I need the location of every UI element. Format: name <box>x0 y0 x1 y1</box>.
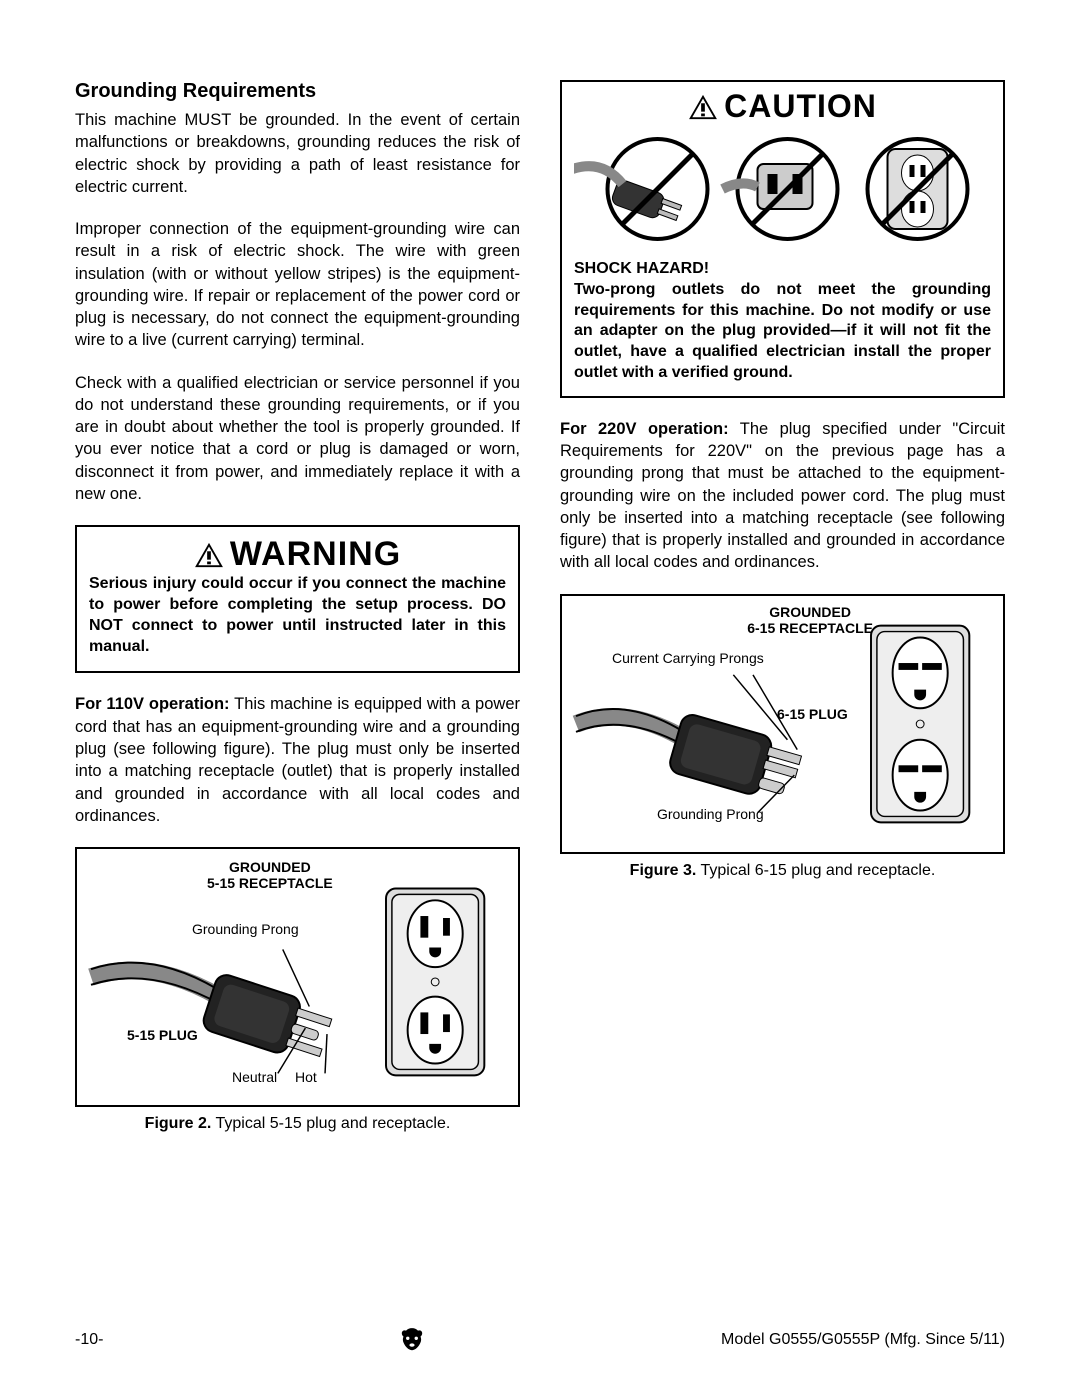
warning-text: Serious injury could occur if you connec… <box>89 574 506 657</box>
warning-box: WARNING Serious injury could occur if yo… <box>75 525 520 673</box>
fig2-grounding-prong: Grounding Prong <box>192 921 299 937</box>
figure-2-svg <box>87 859 508 1095</box>
para-110v-lead: For 110V operation: <box>75 695 230 713</box>
alert-triangle-icon <box>194 542 224 568</box>
para-220v-body: The plug specified under "Circuit Requir… <box>560 420 1005 572</box>
fig3-receptacle-label: GROUNDED 6-15 RECEPTACLE <box>747 604 873 636</box>
grounding-para-3: Check with a qualified electrician or se… <box>75 372 520 506</box>
shock-hazard-text: Two-prong outlets do not meet the ground… <box>574 280 991 384</box>
warning-title: WARNING <box>89 535 506 574</box>
shock-hazard-title: SHOCK HAZARD! <box>574 259 991 280</box>
para-220v: For 220V operation: The plug specified u… <box>560 418 1005 574</box>
para-220v-lead: For 220V operation: <box>560 420 729 438</box>
fig2-receptacle-label: GROUNDED 5-15 RECEPTACLE <box>207 859 333 891</box>
caution-title: CAUTION <box>574 88 991 125</box>
page-number: -10- <box>75 1331 103 1349</box>
figure-3-caption: Figure 3. Typical 6-15 plug and receptac… <box>560 862 1005 880</box>
right-column: CAUTION <box>560 80 1005 1153</box>
left-column: Grounding Requirements This machine MUST… <box>75 80 520 1153</box>
model-info: Model G0555/G0555P (Mfg. Since 5/11) <box>721 1331 1005 1349</box>
fig3-grounding-prong: Grounding Prong <box>657 806 764 822</box>
figure-2-caption: Figure 2. Typical 5-15 plug and receptac… <box>75 1115 520 1133</box>
para-110v-body: This machine is equipped with a power co… <box>75 695 520 824</box>
fig3-carrying-prongs: Current Carrying Prongs <box>612 650 764 666</box>
caution-box: CAUTION <box>560 80 1005 398</box>
figure-2: GROUNDED 5-15 RECEPTACLE Grounding Prong… <box>75 847 520 1107</box>
page-footer: -10- Model G0555/G0555P (Mfg. Since 5/11… <box>75 1323 1005 1357</box>
grounding-para-1: This machine MUST be grounded. In the ev… <box>75 109 520 198</box>
para-110v: For 110V operation: This machine is equi… <box>75 693 520 827</box>
figure-3: GROUNDED 6-15 RECEPTACLE Current Carryin… <box>560 594 1005 854</box>
fig2-hot: Hot <box>295 1069 317 1085</box>
grizzly-logo-icon <box>395 1323 429 1357</box>
grounding-para-2: Improper connection of the equipment-gro… <box>75 218 520 352</box>
fig3-plug-label: 6-15 PLUG <box>777 706 848 722</box>
grounding-heading: Grounding Requirements <box>75 80 520 103</box>
fig2-neutral: Neutral <box>232 1069 277 1085</box>
fig2-plug-label: 5-15 PLUG <box>127 1027 198 1043</box>
figure-3-svg <box>572 606 993 842</box>
alert-triangle-icon <box>688 94 718 120</box>
caution-illustration <box>574 129 991 249</box>
